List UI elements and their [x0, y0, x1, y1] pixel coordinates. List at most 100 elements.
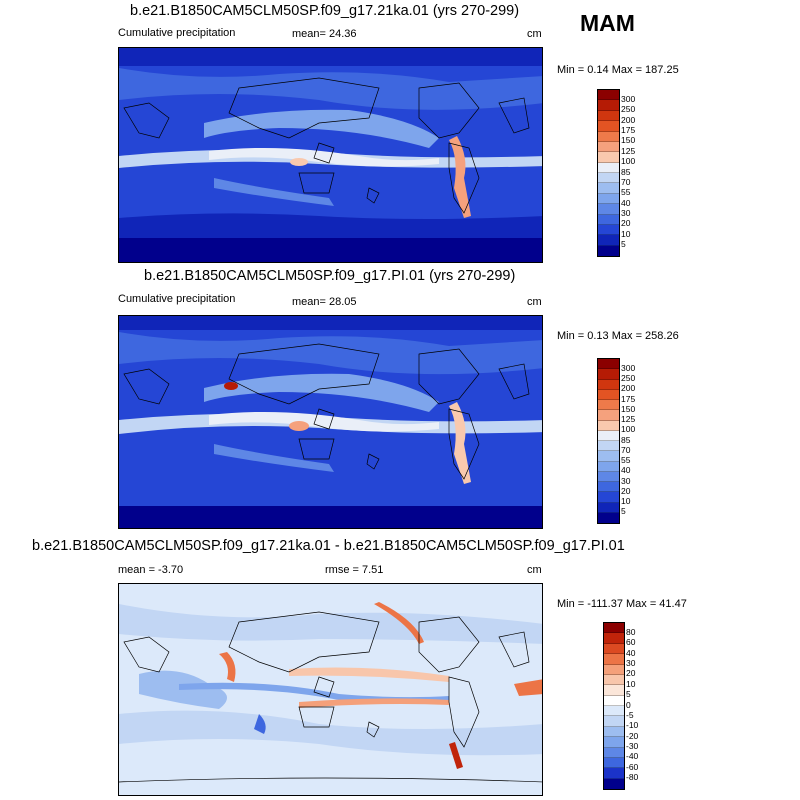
panel1-colorbar-tick-label: 5	[621, 239, 626, 250]
panel3-colorbar-tick-label: -10	[626, 720, 639, 731]
panel2-colorbar-swatch	[598, 379, 619, 390]
panel3-antarctic	[119, 784, 542, 795]
panel3-colorbar-tick-label: -60	[626, 761, 639, 772]
panel3-colorbar-swatch	[604, 664, 624, 675]
panel2-variable-label: Cumulative precipitation	[118, 293, 236, 305]
panel2-colorbar-tick-label: 175	[621, 393, 636, 404]
panel3-mean: mean = -3.70	[118, 564, 184, 576]
panel3-colorbar-tick-label: 20	[626, 668, 636, 679]
panel2-colorbar-swatch	[598, 420, 619, 431]
panel2-colorbar-swatch	[598, 389, 619, 400]
panel1-colorbar-swatch	[598, 90, 619, 101]
panel3-negative-west	[139, 670, 227, 709]
season-label: MAM	[580, 10, 635, 36]
panel3-title: b.e21.B1850CAM5CLM50SP.f09_g17.21ka.01 -…	[32, 538, 625, 554]
panel3-colorbar-tick-label: 80	[626, 626, 636, 637]
panel3-colorbar-tick-label: 10	[626, 678, 636, 689]
panel3-map	[118, 583, 543, 796]
panel2-hotspot-north	[224, 382, 238, 390]
panel1-southern-ocean	[119, 213, 542, 238]
panel2-coastlines	[123, 343, 530, 480]
panel1-colorbar-swatch	[598, 162, 619, 173]
panel2-colorbar-tick-label: 5	[621, 506, 626, 517]
panel1-itcz-core	[209, 147, 439, 167]
panel3-colorbar-tick-label: -80	[626, 772, 639, 783]
panel3-colorbar-swatch	[604, 768, 624, 779]
panel1-colorbar-swatch	[598, 100, 619, 111]
panel2-colorbar: 300 250 200 175 150 125 100 85 70 55 40 30 20 10 5	[597, 358, 635, 524]
panel1-colorbar-swatch	[598, 110, 619, 122]
panel3-colorbar-swatch	[604, 674, 624, 686]
panel3-nh-band	[119, 604, 542, 644]
panel2-colorbar-swatch	[598, 400, 619, 411]
panel1-colorbar-tick-label: 20	[621, 218, 631, 229]
panel3-colorbar-swatches	[603, 622, 625, 790]
panel2-colorbar-tick-label: 40	[621, 465, 631, 476]
panel3-colorbar-swatch	[604, 643, 624, 655]
panel1-colorbar-tick-label: 85	[621, 166, 631, 177]
panel3-colorbar-swatch	[604, 747, 624, 758]
panel2-colorbar-tick-label: 20	[621, 485, 631, 496]
panel3-coastlines	[119, 611, 542, 783]
panel2-colorbar-swatches	[597, 358, 620, 524]
panel2-antarctic-band	[119, 506, 542, 528]
panel2-andes-hotspot	[449, 402, 471, 484]
panel2-colorbar-tick-label: 70	[621, 444, 631, 455]
panel2-nh-storm-band	[119, 332, 542, 375]
panel3-colorbar-swatch	[604, 737, 624, 748]
panel1-colorbar-tick-label: 150	[621, 135, 636, 146]
panel2-colorbar-swatch	[598, 410, 619, 421]
panel2-units: cm	[527, 296, 542, 308]
panel3-rmse: rmse = 7.51	[325, 564, 384, 576]
panel3-negative-south	[254, 714, 266, 734]
panel2-colorbar-tick-label: 125	[621, 414, 636, 424]
panel2-title: b.e21.B1850CAM5CLM50SP.f09_g17.PI.01 (yr…	[144, 268, 516, 284]
panel1-colorbar-swatch	[598, 193, 619, 205]
panel2-colorbar-swatch	[598, 441, 619, 452]
panel1-colorbar-tick-label: 70	[621, 176, 631, 187]
panel3-positive-north	[289, 667, 449, 682]
panel2-colorbar-tick-label: 150	[621, 403, 636, 414]
panel3-positive-east	[514, 679, 542, 696]
panel1-colorbar-tick-label: 125	[621, 145, 636, 156]
panel3-colorbar-swatch	[604, 778, 624, 789]
panel3-colorbar-tick-label: -40	[626, 751, 639, 762]
panel2-colorbar-swatch	[598, 512, 619, 523]
panel2-colorbar-swatch	[598, 451, 619, 462]
panel2-colorbar-swatch	[598, 359, 619, 370]
panel1-antarctic-band	[119, 236, 542, 262]
panel3-colorbar-swatch	[604, 706, 624, 717]
panel1-colorbar: 300 250 200 175 150 125 100 85 70 55 40 30 20 10 5	[597, 89, 635, 257]
panel2-colorbar-tick-label: 30	[621, 475, 631, 486]
panel3-colorbar-tick-label: -5	[626, 709, 634, 720]
panel3-colorbar-swatch	[604, 726, 624, 738]
panel2-minmax: Min = 0.13 Max = 258.26	[557, 330, 679, 342]
panel1-nh-storm-band	[119, 68, 542, 110]
panel3-positive-maritime	[219, 652, 236, 682]
panel2-map-svg	[119, 316, 542, 528]
panel3-colorbar-swatch	[604, 633, 624, 644]
panel2-spcz	[214, 444, 334, 472]
panel1-maritime-hotspot	[290, 158, 308, 166]
panel1-colorbar-swatch	[598, 183, 619, 194]
panel1-mean: mean= 24.36	[292, 28, 357, 40]
panel3-colorbar-tick-label: 40	[626, 647, 636, 658]
panel2-colorbar-swatch	[598, 430, 619, 441]
panel3-map-svg	[119, 584, 542, 795]
panel3-colorbar-tick-label: 5	[626, 689, 631, 700]
panel3-colorbar-tick-label: 30	[626, 658, 636, 668]
panel1-colorbar-tick-label: 250	[621, 104, 636, 115]
panel1-colorbar-swatch	[598, 245, 619, 256]
panel3-colorbar-swatch	[604, 695, 624, 706]
panel2-colorbar-swatch	[598, 492, 619, 503]
panel1-colorbar-swatch	[598, 224, 619, 236]
panel1-colorbar-swatch	[598, 121, 619, 132]
panel3-positive-south	[299, 698, 449, 708]
panel3-colorbar-tick-label: 0	[626, 699, 631, 710]
panel1-colorbar-tick-label: 10	[621, 228, 631, 239]
panel1-colorbar-tick-label: 40	[621, 197, 631, 208]
panel1-variable-label: Cumulative precipitation	[118, 27, 236, 39]
panel2-mean: mean= 28.05	[292, 296, 357, 308]
panel2-colorbar-tick-label: 10	[621, 496, 631, 506]
panel3-colorbar-swatch	[604, 757, 624, 769]
